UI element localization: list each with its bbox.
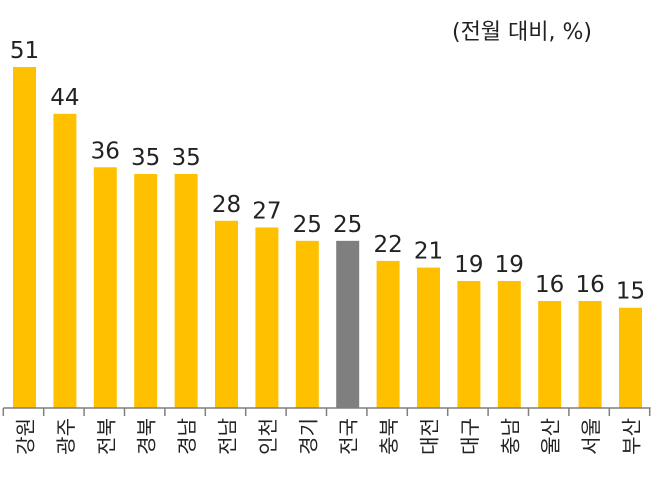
bar-대구: [457, 280, 481, 408]
bar-광주: [53, 113, 77, 408]
category-label-강원: 강원: [14, 418, 38, 455]
category-label-전북: 전북: [94, 418, 118, 455]
value-label-서울: 16: [575, 272, 604, 298]
value-label-대구: 19: [454, 252, 483, 278]
value-label-울산: 16: [535, 272, 564, 298]
value-label-경북: 35: [131, 145, 160, 171]
category-label-부산: 부산: [620, 418, 644, 455]
bars-group: [13, 67, 642, 408]
bar-전북: [93, 167, 117, 408]
value-label-강원: 51: [10, 38, 39, 64]
value-label-인천: 27: [252, 198, 281, 224]
category-label-울산: 울산: [539, 418, 563, 455]
category-label-충남: 충남: [498, 418, 522, 455]
bar-충북: [376, 260, 400, 408]
value-label-전국: 25: [333, 212, 362, 238]
category-label-경기: 경기: [296, 418, 320, 455]
bar-전국: [336, 240, 360, 408]
bar-경북: [134, 173, 158, 408]
bar-전남: [215, 220, 238, 408]
value-label-광주: 44: [50, 85, 79, 111]
bar-강원: [13, 67, 36, 408]
category-labels-group: 강원 광주 전북 경북 경남 전남 인천 경기 전국 충북 대전 대구 충남 울산 서울 부산: [14, 418, 644, 455]
category-label-전국: 전국: [337, 418, 361, 455]
category-label-대전: 대전: [418, 418, 442, 455]
value-label-전남: 28: [212, 192, 241, 218]
bar-부산: [619, 307, 642, 408]
value-label-전북: 36: [91, 138, 120, 164]
bar-경기: [295, 240, 319, 408]
value-labels-group: 51 44 36 35 35 28 27 25 25 22 21 19 19 16 16 15: [10, 38, 645, 305]
value-label-경기: 25: [293, 212, 322, 238]
category-label-경북: 경북: [135, 418, 159, 455]
bar-인천: [255, 227, 279, 408]
value-label-충북: 22: [373, 232, 402, 258]
category-label-충북: 충북: [377, 418, 401, 455]
category-label-대구: 대구: [458, 418, 482, 455]
value-label-대전: 21: [414, 239, 443, 265]
bar-대전: [417, 267, 440, 408]
category-label-전남: 전남: [216, 418, 240, 455]
x-axis: [2, 407, 651, 416]
bar-울산: [538, 301, 562, 408]
category-label-광주: 광주: [54, 418, 78, 455]
bar-서울: [578, 301, 602, 408]
value-label-충남: 19: [495, 252, 524, 278]
category-label-경남: 경남: [175, 418, 199, 455]
bar-충남: [497, 280, 521, 408]
unit-note: (전월 대비, %): [451, 20, 592, 45]
value-label-경남: 35: [171, 145, 200, 171]
category-label-서울: 서울: [579, 418, 603, 455]
bar-경남: [174, 173, 198, 408]
category-label-인천: 인천: [256, 418, 280, 455]
value-label-부산: 15: [616, 279, 645, 305]
